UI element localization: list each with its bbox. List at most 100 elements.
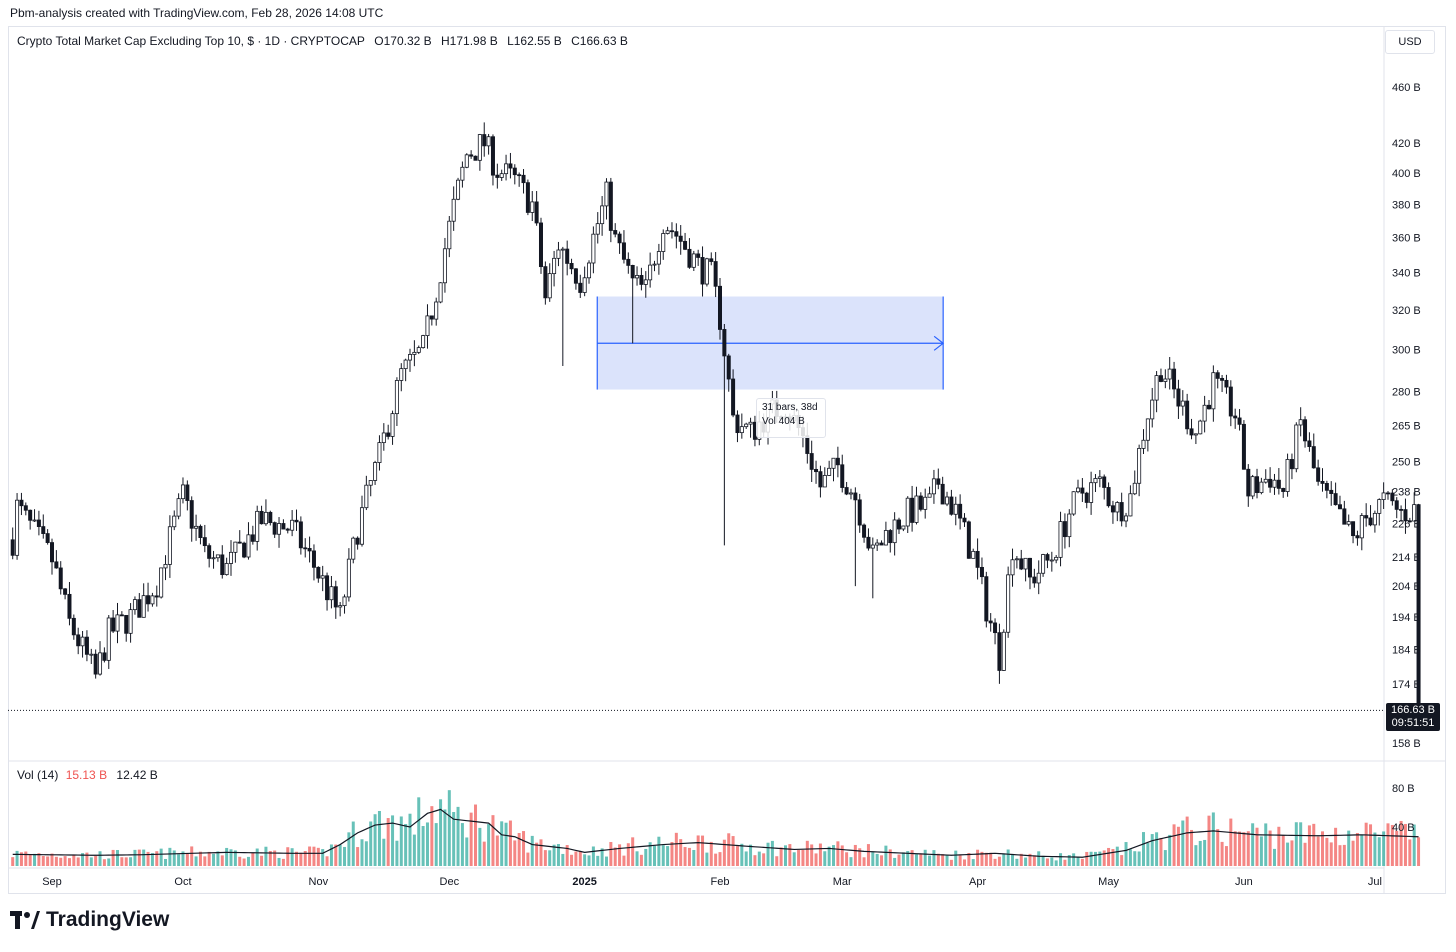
candle-body [238,542,241,543]
candle-body [177,499,180,516]
candle-body [828,468,831,475]
volume-bar [631,837,634,866]
candle-body [295,520,298,522]
volume-bar [780,847,783,866]
volume-bar [662,845,665,866]
last-price-tag: 166.63 B 09:51:51 [1386,703,1440,731]
candle-body [670,231,673,232]
volume-bar [1260,836,1263,866]
candle-body [1094,478,1097,482]
candle-body [1395,501,1398,510]
volume-bar [1011,855,1014,866]
candle-body [531,202,534,213]
candle-body [487,137,490,146]
candle-body [959,504,962,518]
candle-body [710,259,713,262]
volume-bar [1321,831,1324,866]
candle-body [1098,477,1101,479]
candle-body [334,587,337,607]
candle-body [932,479,935,494]
candle-body [273,523,276,535]
volume-bar [500,821,503,866]
volume-bar [561,854,564,866]
tradingview-logo[interactable]: TradingView [10,908,169,932]
candle-body [343,597,346,606]
candle-body [496,175,499,177]
volume-bar [221,855,224,866]
candle-body [400,369,403,381]
candle-body [583,278,586,293]
volume-bar [701,836,704,866]
price-tick-label: 214 B [1392,552,1421,564]
volume-bar [260,856,263,866]
volume-bar [155,851,158,866]
candle-body [430,316,433,319]
volume-bar [1199,841,1202,866]
volume-bar [1055,860,1058,866]
candle-body [941,484,944,504]
candle-body [937,479,940,484]
volume-bar [871,852,874,866]
volume-bar [164,859,167,866]
volume-bar [941,854,944,866]
volume-bar [959,856,962,866]
measure-tooltip: 31 bars, 38d Vol 404 B [756,398,826,438]
volume-bar [247,857,250,866]
candle-body [1343,509,1346,524]
volume-bar [282,859,285,866]
candle-body [282,523,285,529]
volume-bar [592,846,595,866]
candle-body [561,249,564,250]
volume-bar [727,833,730,866]
candle-body [635,275,638,278]
candle-body [1146,419,1149,440]
candle-body [666,231,669,234]
candle-body [260,511,263,523]
candle-body [256,511,259,541]
candle-body [601,206,604,224]
candle-body [378,443,381,463]
candle-body [107,618,110,660]
volume-bar [173,850,176,866]
volume-bar [1334,828,1337,866]
candle-body [1234,416,1237,418]
currency-button[interactable]: USD [1385,30,1435,54]
candle-body [190,501,193,529]
volume-bar [815,853,818,866]
candle-body [1373,513,1376,524]
candle-body [417,348,420,353]
volume-bar [531,836,534,866]
candle-body [976,551,979,567]
volume-bar [810,844,813,866]
candle-body [535,202,538,223]
candle-body [854,493,857,500]
volume-bar [1002,854,1005,866]
volume-bar [1042,856,1045,866]
candle-body [548,274,551,298]
volume-bar [1146,843,1149,866]
price-tick-label: 265 B [1392,421,1421,433]
volume-bar [1229,819,1232,866]
candle-body [1203,405,1206,421]
volume-bar [513,840,516,866]
candle-body [1190,429,1193,435]
candle-body [42,527,45,534]
candle-body [1168,369,1171,379]
volume-bar [1173,824,1176,866]
volume-bar [998,857,1001,866]
volume-bar [430,806,433,866]
candle-body [692,254,695,267]
volume-bar [1247,831,1250,866]
candle-body [871,545,874,548]
volume-bar [989,853,992,866]
volume-bar [212,854,215,866]
candle-body [461,167,464,180]
volume-bar [72,855,75,866]
volume-bar [42,856,45,866]
volume-bar [884,846,887,866]
volume-label: Vol (14) [17,768,58,782]
volume-ma-value: 12.42 B [116,768,157,782]
time-tick-label: Oct [174,876,191,888]
candle-body [998,633,1001,671]
